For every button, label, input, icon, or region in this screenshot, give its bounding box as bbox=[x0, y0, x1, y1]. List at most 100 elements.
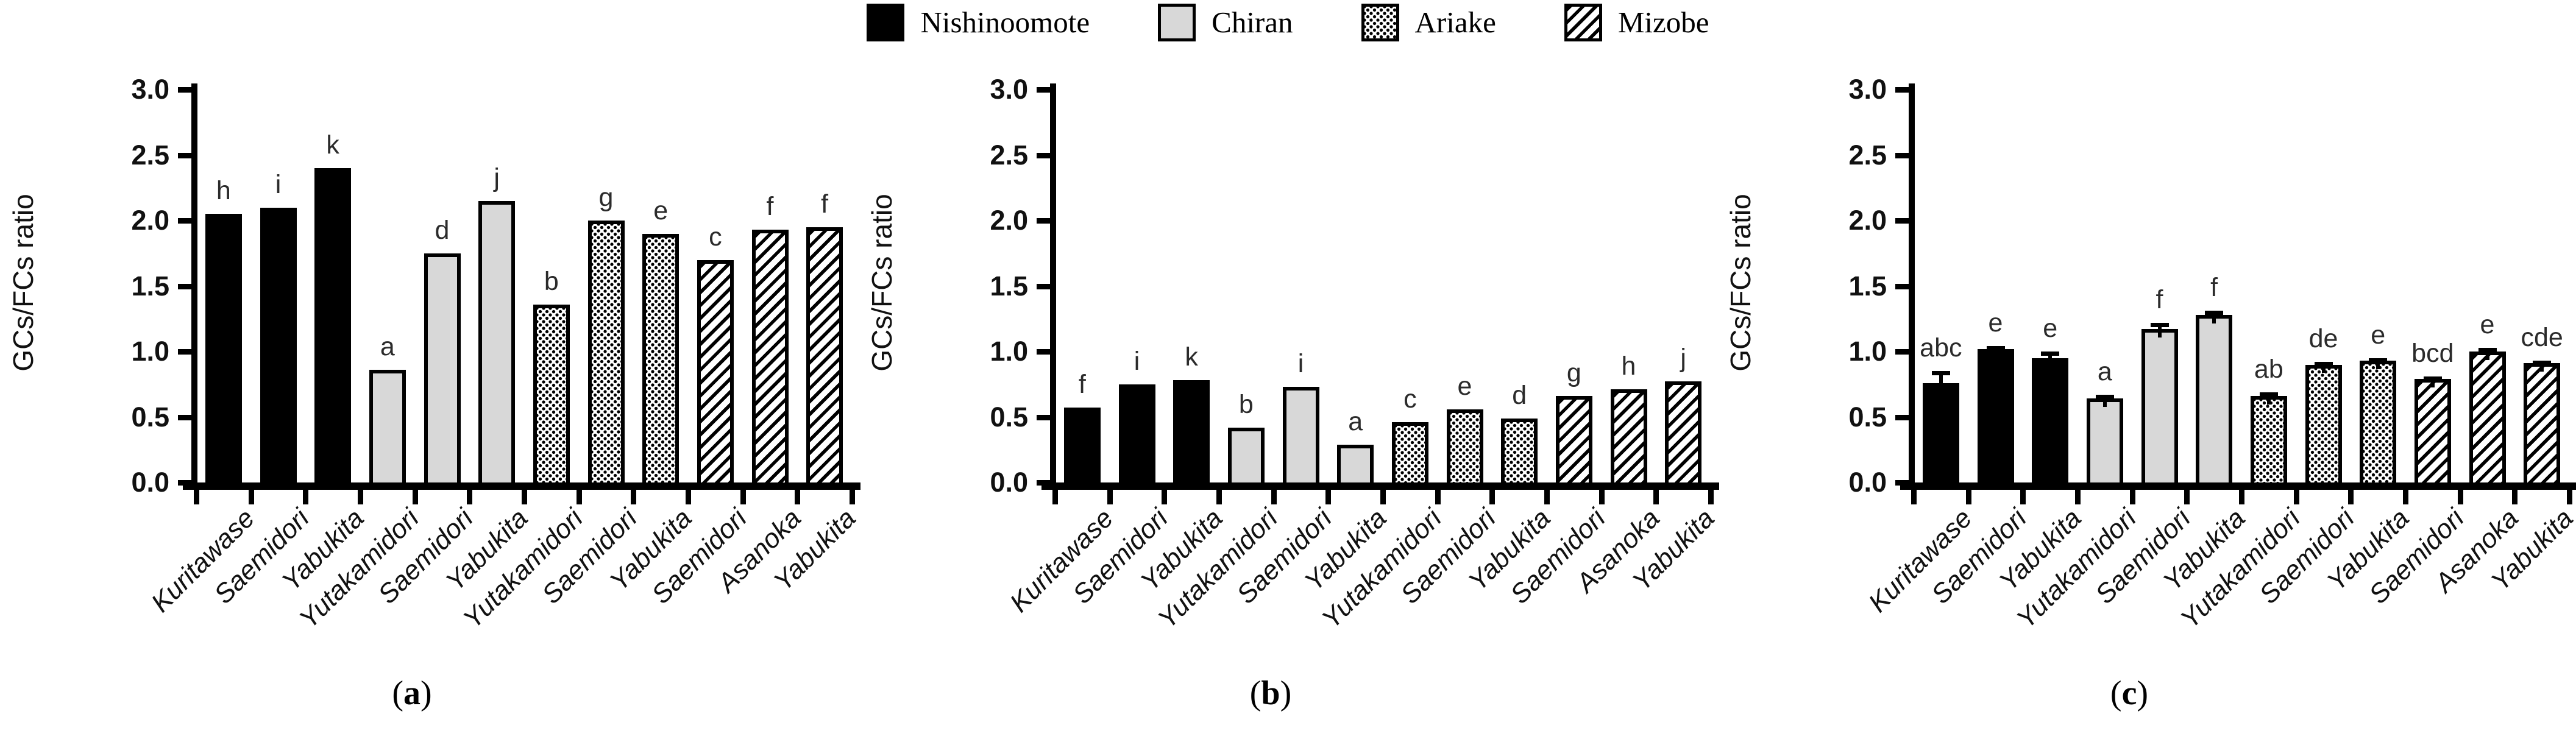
bar-yabukita bbox=[478, 200, 516, 482]
x-axis-tick bbox=[2457, 490, 2463, 504]
error-bar-cap bbox=[1931, 371, 1950, 376]
y-tick-label: 2.0 bbox=[131, 205, 169, 236]
significance-letter: b bbox=[1238, 389, 1254, 419]
y-axis-tick bbox=[178, 152, 193, 158]
x-axis-tick bbox=[412, 490, 418, 504]
y-axis-tick bbox=[178, 480, 193, 486]
significance-letter: k bbox=[326, 130, 339, 160]
significance-letter: a bbox=[380, 332, 395, 362]
x-axis-tick bbox=[686, 490, 691, 504]
y-tick-label: 3.0 bbox=[131, 74, 169, 105]
bar-saemidori bbox=[2141, 329, 2178, 482]
panel-caption: (a) bbox=[0, 674, 824, 713]
significance-letter: b bbox=[544, 266, 559, 296]
significance-letter: cde bbox=[2521, 323, 2563, 353]
significance-letter: bcd bbox=[2411, 338, 2454, 368]
x-axis-tick bbox=[2512, 490, 2518, 504]
y-axis-tick bbox=[178, 349, 193, 355]
bar-yabukita bbox=[2524, 363, 2561, 482]
bar-yutakamidori bbox=[2250, 396, 2287, 482]
x-axis-tick bbox=[740, 490, 746, 504]
error-bar bbox=[2048, 352, 2053, 367]
x-axis-tick bbox=[1653, 490, 1659, 504]
error-bar-cap bbox=[2423, 376, 2442, 381]
x-axis-tick bbox=[522, 490, 527, 504]
y-axis-tick bbox=[178, 414, 193, 420]
x-axis-tick bbox=[1965, 490, 1971, 504]
y-axis-title: GCs/FCs ratio bbox=[7, 194, 39, 372]
y-tick-label: 0.0 bbox=[990, 467, 1028, 498]
x-axis-tick bbox=[2239, 490, 2244, 504]
bar-asanoka bbox=[751, 230, 789, 482]
bar-saemidori bbox=[424, 253, 461, 482]
bar-saemidori bbox=[587, 221, 625, 482]
bar-yutakamidori bbox=[1227, 427, 1265, 482]
y-axis-tick bbox=[1895, 87, 1910, 93]
x-axis-tick bbox=[2075, 490, 2081, 504]
caption-paren: ) bbox=[420, 674, 432, 712]
error-bar bbox=[2540, 361, 2544, 372]
error-bar bbox=[2430, 376, 2435, 388]
significance-letter: k bbox=[1185, 342, 1198, 372]
y-axis-tick bbox=[178, 87, 193, 93]
legend-swatch-black-icon bbox=[867, 4, 905, 41]
error-bar-cap bbox=[2041, 352, 2060, 356]
x-axis-tick bbox=[1598, 490, 1605, 504]
significance-letter: e bbox=[2480, 309, 2495, 339]
x-axis-tick bbox=[467, 490, 473, 504]
bar-yabukita bbox=[1665, 381, 1702, 482]
caption-letter: c bbox=[2121, 674, 2137, 712]
bar-asanoka bbox=[2469, 352, 2506, 482]
legend-swatch-dotted-icon bbox=[1361, 4, 1399, 41]
y-tick-label: 0.0 bbox=[1848, 467, 1887, 498]
bar-yabukita bbox=[1173, 380, 1210, 482]
x-axis-tick bbox=[795, 490, 801, 504]
significance-letter: e bbox=[1457, 371, 1472, 401]
error-bar-cap bbox=[2533, 361, 2552, 366]
significance-letter: d bbox=[1512, 380, 1527, 410]
y-tick-label: 1.0 bbox=[990, 336, 1028, 367]
legend-item-mizobe: Mizobe bbox=[1564, 4, 1709, 41]
x-axis-tick bbox=[1162, 490, 1168, 504]
x-axis-tick bbox=[850, 490, 855, 504]
bar-kuritawase bbox=[1922, 383, 1959, 482]
x-axis-tick bbox=[248, 490, 254, 504]
y-axis-tick bbox=[1037, 87, 1051, 93]
y-axis-tick bbox=[1895, 349, 1910, 355]
significance-letter: e bbox=[2043, 314, 2058, 343]
significance-letter: j bbox=[494, 163, 500, 193]
y-tick-label: 1.0 bbox=[1848, 336, 1887, 367]
y-tick-label: 2.0 bbox=[990, 205, 1028, 236]
significance-letter: ab bbox=[2254, 354, 2283, 384]
significance-letter: f bbox=[2156, 284, 2163, 314]
bar-saemidori bbox=[1446, 409, 1483, 482]
chart-panel-c: GCs/FCs ratio (c) 0.0 0.5 1.0 1.5 2.0 2.5 3.0 a… bbox=[1717, 0, 2576, 742]
legend-item-nishinoomote: Nishinoomote bbox=[867, 4, 1090, 41]
caption-paren: ( bbox=[2110, 674, 2122, 712]
bar-saemidori bbox=[2305, 364, 2342, 482]
error-bar bbox=[2266, 392, 2271, 405]
bar-yabukita bbox=[1501, 418, 1538, 482]
x-axis-tick bbox=[2348, 490, 2354, 504]
bar-kuritawase bbox=[205, 214, 242, 482]
error-bar-cap bbox=[2259, 392, 2278, 397]
legend-swatch-gray-icon bbox=[1158, 4, 1196, 41]
y-axis-line bbox=[191, 83, 197, 490]
significance-letter: j bbox=[1680, 344, 1686, 373]
bar-saemidori bbox=[2414, 379, 2451, 482]
significance-letter: g bbox=[1566, 358, 1581, 388]
significance-letter: de bbox=[2308, 324, 2338, 354]
significance-letter: i bbox=[1134, 346, 1140, 376]
caption-paren: ) bbox=[2137, 674, 2149, 712]
error-bar-cap bbox=[2205, 311, 2224, 316]
significance-letter: h bbox=[1621, 352, 1636, 381]
significance-letter: f bbox=[821, 189, 829, 219]
x-axis-tick bbox=[1435, 490, 1441, 504]
bar-yabukita bbox=[642, 233, 679, 482]
error-bar bbox=[1939, 371, 1943, 392]
y-tick-label: 3.0 bbox=[990, 74, 1028, 105]
y-tick-label: 2.5 bbox=[990, 139, 1028, 171]
y-tick-label: 3.0 bbox=[1848, 74, 1887, 105]
x-axis-tick bbox=[1107, 490, 1113, 504]
y-axis-title: GCs/FCs ratio bbox=[1725, 194, 1756, 372]
